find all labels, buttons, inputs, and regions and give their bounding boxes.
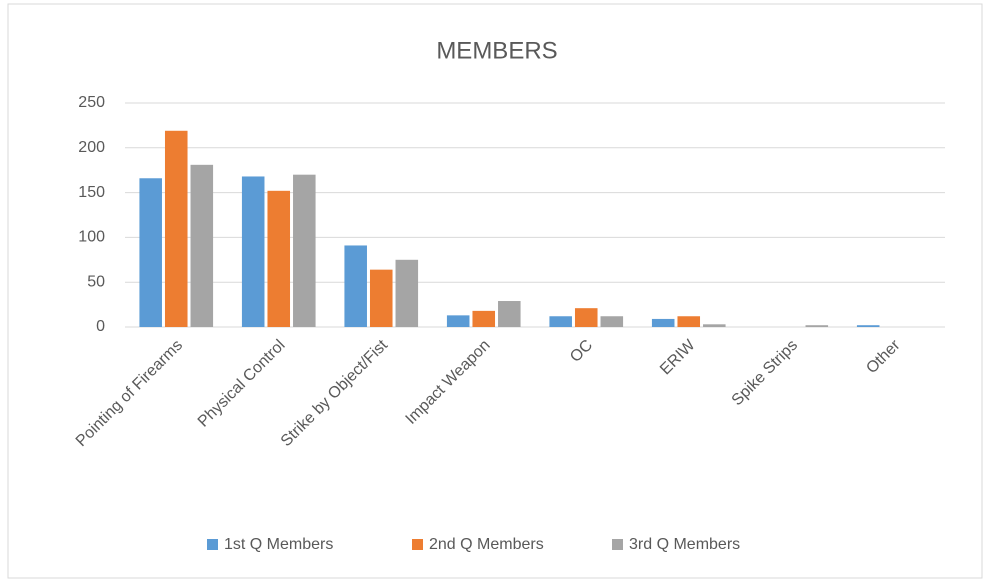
- x-tick-label: OC: [567, 337, 596, 366]
- chart-title: MEMBERS: [436, 37, 557, 64]
- bar: [498, 301, 521, 327]
- x-tick-label: Physical Control: [195, 337, 289, 431]
- legend-swatch: [412, 539, 423, 550]
- y-tick-label: 0: [96, 318, 105, 335]
- x-tick-label: Strike by Object/Fist: [278, 336, 392, 450]
- x-tick-label: Other: [863, 336, 904, 377]
- y-tick-label: 150: [78, 184, 105, 201]
- bar: [856, 325, 880, 327]
- x-tick-label: Pointing of Firearms: [73, 337, 186, 450]
- y-tick-label: 100: [78, 229, 105, 246]
- bar: [344, 245, 367, 327]
- legend-swatch: [207, 539, 218, 550]
- y-tick-label: 250: [78, 94, 105, 111]
- bar: [600, 316, 624, 327]
- bar: [472, 310, 496, 327]
- y-tick-label: 50: [87, 273, 105, 290]
- bar: [190, 164, 214, 327]
- bar: [267, 190, 291, 327]
- bar: [549, 316, 572, 327]
- legend-label: 1st Q Members: [224, 536, 333, 553]
- chart-frame: [7, 3, 983, 579]
- bar: [164, 130, 188, 327]
- bar: [369, 269, 393, 327]
- legend-label: 3rd Q Members: [629, 536, 740, 553]
- legend-swatch: [612, 539, 623, 550]
- bar: [395, 259, 419, 327]
- x-tick-label: Impact Weapon: [403, 337, 494, 428]
- bar: [241, 176, 265, 327]
- x-tick-label: Spike Strips: [729, 337, 801, 409]
- bar: [139, 178, 162, 327]
- bar: [651, 318, 675, 327]
- bar: [574, 308, 598, 327]
- bar: [703, 324, 726, 327]
- y-tick-label: 200: [78, 139, 105, 156]
- bar: [677, 316, 701, 327]
- x-tick-label: ERIW: [657, 336, 699, 378]
- bar: [293, 174, 316, 327]
- bar: [805, 325, 829, 327]
- bar: [446, 315, 470, 327]
- legend-label: 2nd Q Members: [429, 536, 544, 553]
